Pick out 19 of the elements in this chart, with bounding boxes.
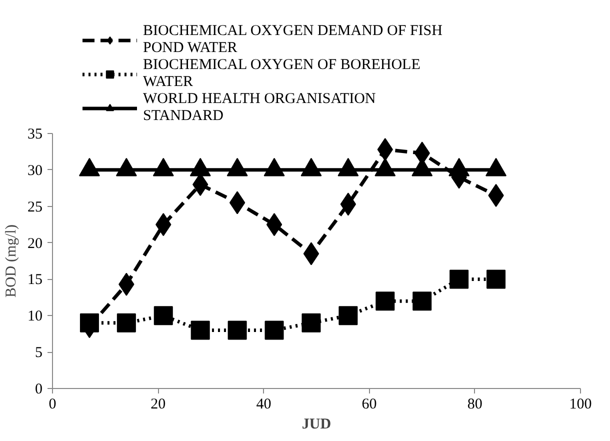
y-axis-title: BOD (mg/l) xyxy=(4,224,20,298)
legend-label: BIOCHEMICAL OXYGEN DEMAND OF FISH POND WATER xyxy=(143,23,442,57)
legend-label: BIOCHEMICAL OXYGEN OF BOREHOLE WATER xyxy=(143,57,420,91)
x-tick-label: 80 xyxy=(467,396,482,412)
x-tick-label: 20 xyxy=(150,396,166,412)
x-tick-label: 40 xyxy=(256,396,272,412)
y-tick-label: 30 xyxy=(28,162,42,179)
x-axis-title: JUD xyxy=(302,416,332,432)
x-tick-label: 100 xyxy=(569,396,592,412)
x-tick-label: 0 xyxy=(48,396,56,412)
y-tick-label: 0 xyxy=(35,382,42,398)
y-tick-label: 15 xyxy=(28,272,42,288)
x-tick-label: 60 xyxy=(362,396,377,412)
y-tick-label: 10 xyxy=(28,308,42,325)
y-tick-label: 5 xyxy=(35,345,42,362)
y-tick-label: 35 xyxy=(28,126,42,142)
y-tick-label: 20 xyxy=(28,236,42,252)
y-tick-label: 25 xyxy=(28,199,42,216)
legend-label: WORLD HEALTH ORGANISATION STANDARD xyxy=(143,91,376,125)
